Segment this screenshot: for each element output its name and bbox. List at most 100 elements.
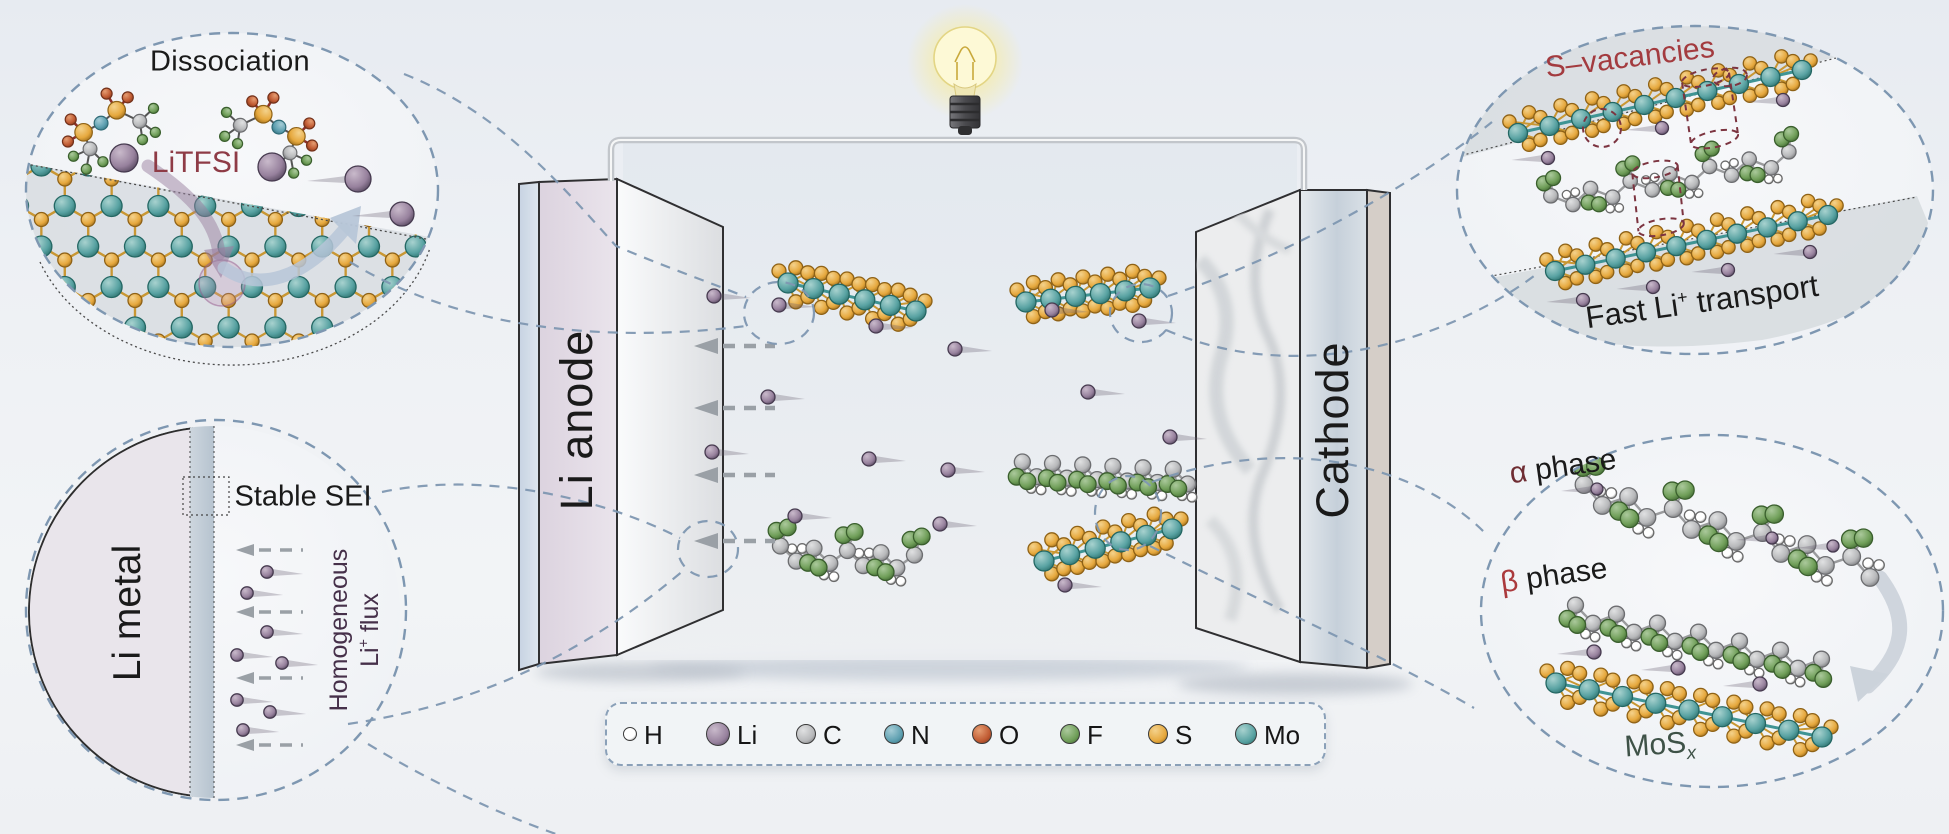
- li-ion: [307, 165, 372, 193]
- mo-atom-swatch: [1235, 723, 1257, 745]
- s-atom-swatch: [1148, 724, 1168, 744]
- li-ion: [1561, 482, 1604, 496]
- insertion-arrow-head: [204, 246, 234, 278]
- li-flux-arrows: [694, 338, 775, 549]
- li-ion: [1162, 429, 1207, 445]
- li-ion: [704, 444, 749, 460]
- flux-arrow: [236, 544, 303, 556]
- mosx-label: MoSx: [1623, 726, 1697, 764]
- flux-arrow: [694, 338, 775, 354]
- zoom-source-circle: [676, 519, 740, 579]
- li-ion: [1641, 660, 1686, 676]
- flux-arrow: [236, 672, 303, 684]
- li-ion: [1546, 292, 1591, 308]
- li-ion: [771, 297, 816, 313]
- release-arrow: [217, 223, 351, 287]
- legend-label-n: N: [911, 720, 930, 750]
- legend-label-o: O: [999, 720, 1020, 750]
- zoom-source-circle: [1108, 282, 1174, 344]
- flux-arrow: [694, 400, 775, 416]
- inset-connector-lines: [347, 72, 1535, 834]
- li-ion: [1511, 150, 1556, 166]
- li-ion: [1691, 262, 1736, 278]
- polymer-chain: [1007, 453, 1198, 503]
- h-atom-swatch: [623, 727, 637, 741]
- connector-line: [349, 261, 747, 335]
- c-atom-swatch: [796, 724, 816, 744]
- connector-line: [403, 72, 747, 299]
- ground-shadows: [535, 655, 1413, 695]
- li-ion: [1736, 531, 1779, 545]
- li-ion: [230, 693, 274, 707]
- inset-stable-sei: [24, 418, 408, 802]
- li-ion: [1557, 644, 1602, 660]
- inset-phases: [1479, 433, 1945, 789]
- o-atom-swatch: [972, 724, 992, 744]
- li-ion: [236, 723, 280, 737]
- connector-line: [1167, 121, 1493, 298]
- li-atom-swatch: [706, 722, 730, 746]
- zoom-source-circle: [742, 280, 816, 346]
- cathode-electrode: [1195, 188, 1391, 670]
- stable-sei-label: Stable SEI: [234, 480, 372, 513]
- li-ion: [1773, 244, 1818, 260]
- li-ion: [230, 648, 274, 662]
- li-ion: [1723, 676, 1768, 692]
- mos2-chain: [1027, 506, 1189, 582]
- li-ion: [257, 152, 287, 182]
- connector-line: [1151, 457, 1487, 535]
- li-ion: [861, 451, 906, 467]
- li-ion: [1131, 313, 1176, 329]
- inset-dissociation: [24, 31, 440, 366]
- mos2-chain: [1502, 49, 1818, 153]
- li-ion: [787, 508, 832, 524]
- connector-line: [1165, 275, 1535, 357]
- li-ion: [940, 462, 985, 478]
- legend-label-mo: Mo: [1264, 720, 1301, 750]
- polymer-chain: [1558, 596, 1833, 688]
- connector-line: [381, 483, 681, 539]
- li-anode-electrode: [518, 177, 724, 672]
- li-ions: [704, 288, 1207, 593]
- li-ion: [260, 565, 304, 579]
- polymer-chain: [1535, 125, 1800, 214]
- polymer-chain: [1573, 456, 1885, 587]
- mos2-chain: [1539, 660, 1839, 758]
- n-atom-swatch: [884, 724, 904, 744]
- connector-line: [367, 743, 557, 834]
- li-ion: [352, 201, 415, 227]
- li-ion: [1616, 279, 1661, 295]
- legend-label-c: C: [823, 720, 842, 750]
- anode-label: Li anode: [551, 329, 602, 511]
- flux-line1: Homogeneous: [324, 548, 353, 712]
- li-ion: [1080, 384, 1125, 400]
- li-ion: [109, 143, 139, 173]
- li-ion: [706, 288, 751, 304]
- li-metal-disk: [28, 427, 193, 797]
- li-ion: [260, 625, 304, 639]
- li-ion: [760, 389, 805, 405]
- zoom-source-circle: [1093, 474, 1163, 552]
- legend-label-h: H: [644, 720, 663, 750]
- litfsi-label: LiTFSI: [151, 146, 241, 179]
- dissociation-label: Dissociation: [150, 45, 310, 78]
- flux-arrow: [694, 533, 775, 549]
- insertion-arrow: [141, 159, 226, 261]
- light-bulb: [907, 4, 1023, 135]
- f-atom-swatch: [1060, 724, 1080, 744]
- flux-arrow: [694, 467, 775, 483]
- li-ion: [1797, 539, 1840, 553]
- li-ion: [932, 516, 977, 532]
- li-ion: [1044, 302, 1089, 318]
- li-ion: [947, 341, 992, 357]
- li-ion: [263, 705, 307, 719]
- li-ion: [1746, 92, 1791, 108]
- connector-line: [1149, 545, 1475, 709]
- li-ion: [1057, 577, 1102, 593]
- flux-line2: Li+ flux: [356, 593, 384, 667]
- li-ion: [868, 318, 913, 334]
- vacancy-outline: [1712, 66, 1748, 88]
- lattice-surface-line: [26, 163, 438, 243]
